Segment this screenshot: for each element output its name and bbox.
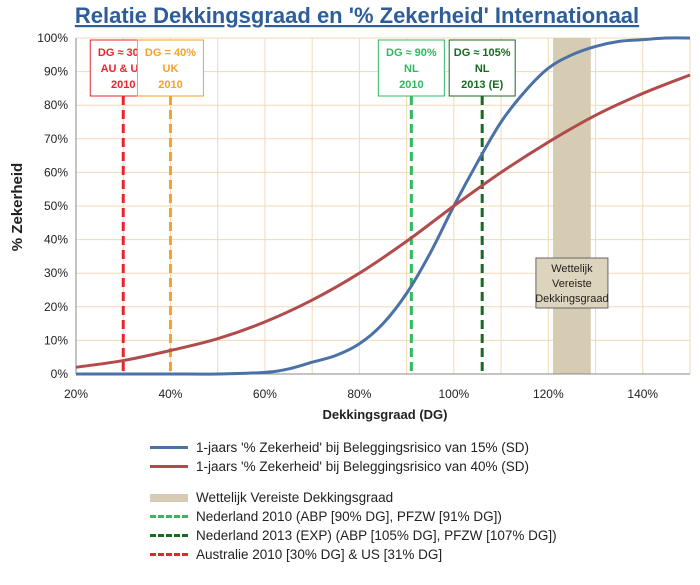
x-tick-label: 20% [64,387,88,401]
series-line-2 [75,73,691,369]
legend-item: 1-jaars '% Zekerheid' bij Beleggingsrisi… [150,438,590,457]
marker-label-line: DG = 40% [145,47,196,59]
y-tick-label: 30% [44,266,68,280]
x-tick-label: 40% [158,387,182,401]
legend-item: Nederland 2010 (ABP [90% DG], PFZW [91% … [150,507,590,526]
marker-label-box [448,39,516,97]
series-line-1 [75,36,691,376]
marker-label-line: 2010 [111,79,135,91]
x-tick-label: 140% [627,387,658,401]
chart: Relatie Dekkingsgraad en '% Zekerheid' I… [9,3,691,422]
legend-swatch [150,493,188,502]
legend-item: 1-jaars '% Zekerheid' bij Beleggingsrisi… [150,457,590,476]
legend-gap [150,476,590,488]
y-tick-label: 60% [44,165,68,179]
legend-swatch [150,465,188,468]
legend: 1-jaars '% Zekerheid' bij Beleggingsrisi… [150,438,590,564]
marker-label-box [377,39,445,97]
y-tick-label: 80% [44,98,68,112]
marker-label-line: UK [163,63,179,75]
marker-label-box [136,39,204,97]
band-annotation-line: Dekkingsgraad [535,293,608,305]
marker-label-line: DG ≈ 90% [386,47,437,59]
legend-swatch [150,534,188,537]
band-annotation-line: Wettelijk [551,263,593,275]
x-tick-label: 120% [533,387,564,401]
y-tick-label: 90% [44,65,68,79]
legend-label: Australie 2010 [30% DG] & US [31% DG] [196,547,443,562]
y-tick-label: 0% [51,367,69,381]
y-tick-label: 100% [37,31,68,45]
legend-label: Nederland 2013 (EXP) (ABP [105% DG], PFZ… [196,528,557,543]
x-tick-label: 60% [253,387,277,401]
marker-label-line: DG ≈ 105% [454,47,511,59]
x-tick-label: 100% [438,387,469,401]
marker-label-line: AU & US [101,63,146,75]
legend-item: Nederland 2013 (EXP) (ABP [105% DG], PFZ… [150,526,590,545]
y-tick-label: 10% [44,333,68,347]
legend-label: Nederland 2010 (ABP [90% DG], PFZW [91% … [196,509,502,524]
marker-label-line: 2010 [158,79,182,91]
legend-item: Wettelijk Vereiste Dekkingsgraad [150,488,590,507]
y-tick-label: 20% [44,300,68,314]
marker-label-line: DG ≈ 30% [98,47,149,59]
chart-title: Relatie Dekkingsgraad en '% Zekerheid' I… [75,3,639,28]
legend-label: Wettelijk Vereiste Dekkingsgraad [196,490,394,505]
band-annotation-box [535,257,609,309]
marker-label-line: NL [404,63,419,75]
required-coverage-band [553,38,591,374]
x-axis-label: Dekkingsgraad (DG) [323,407,448,422]
marker-label-line: 2013 (E) [461,79,504,91]
legend-item: Australie 2010 [30% DG] & US [31% DG] [150,545,590,564]
band-annotation-line: Vereiste [552,278,592,290]
y-tick-label: 50% [44,199,68,213]
plot-area: 0% 10% 20% 30% 40% 50% 60% 70% 80% 90% 100% 20% 40% 6… [37,31,691,401]
y-tick-label: 70% [44,132,68,146]
legend-label: 1-jaars '% Zekerheid' bij Beleggingsrisi… [196,459,530,474]
legend-swatch [150,446,188,449]
y-axis-label: % Zekerheid [9,163,26,251]
y-tick-label: 40% [44,233,68,247]
marker-label-line: NL [475,63,490,75]
legend-swatch [150,515,188,518]
legend-label: 1-jaars '% Zekerheid' bij Beleggingsrisi… [196,440,530,455]
marker-label-line: 2010 [399,79,423,91]
x-tick-label: 80% [347,387,371,401]
legend-swatch [150,553,188,556]
